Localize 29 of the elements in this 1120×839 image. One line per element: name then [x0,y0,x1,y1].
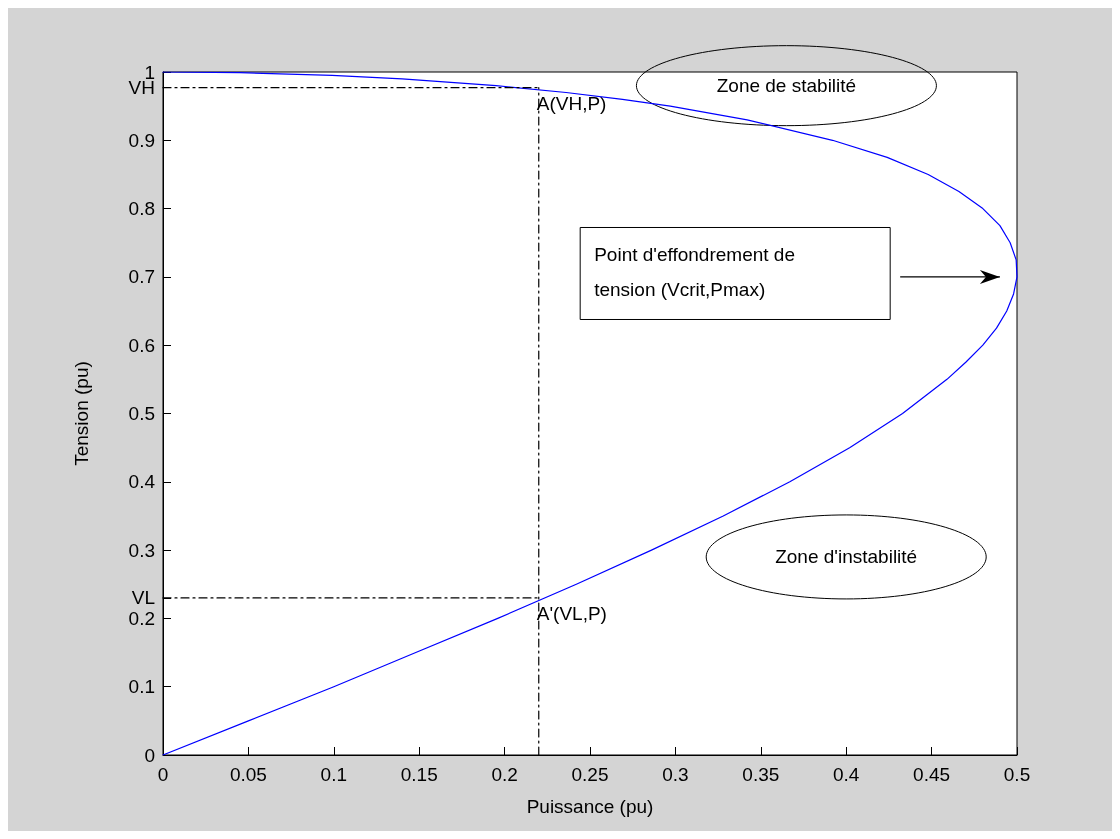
x-tick-label: 0.2 [491,764,518,785]
annotation: Zone d'instabilité [775,546,918,568]
y-tick-label: 0.2 [128,607,155,629]
x-tick-label: 0.3 [662,764,689,785]
annotation: Point d'effondrement de tension (Vcrit,Pmax) [594,244,795,301]
annotation: Zone de stabilité [716,75,857,97]
x-tick-label: 0.15 [400,764,438,785]
y-tick-label: 0.9 [128,129,155,151]
y-tick-label: 0.7 [128,266,155,288]
x-tick-label: 0.1 [320,764,348,785]
x-tick-label: 0.5 [1003,764,1031,785]
y-tick-label: 0 [144,744,155,766]
x-tick-label: 0.25 [571,764,609,785]
y-tick-label: 0.4 [128,471,156,493]
x-axis-title: Puissance (pu) [526,796,654,817]
y-tick-label: 0.1 [128,676,155,698]
y-tick-label: 0.3 [128,539,155,561]
x-tick-label: 0.05 [229,764,267,785]
y-tick-label: 0.8 [128,198,155,220]
x-tick-label: 0 [157,764,169,785]
x-tick-label: 0.4 [832,764,860,785]
annotation: A'(VL,P) [536,602,607,624]
y-tick-label: 0.6 [128,334,155,356]
y-axis-title: Tension (pu) [71,361,92,466]
x-tick-label: 0.45 [913,764,951,785]
annotation: A(VH,P) [536,92,607,114]
x-tick-label: 0.35 [742,764,780,785]
y-tick-label: 0.5 [128,403,155,424]
y-tick-label: VL [131,587,155,609]
